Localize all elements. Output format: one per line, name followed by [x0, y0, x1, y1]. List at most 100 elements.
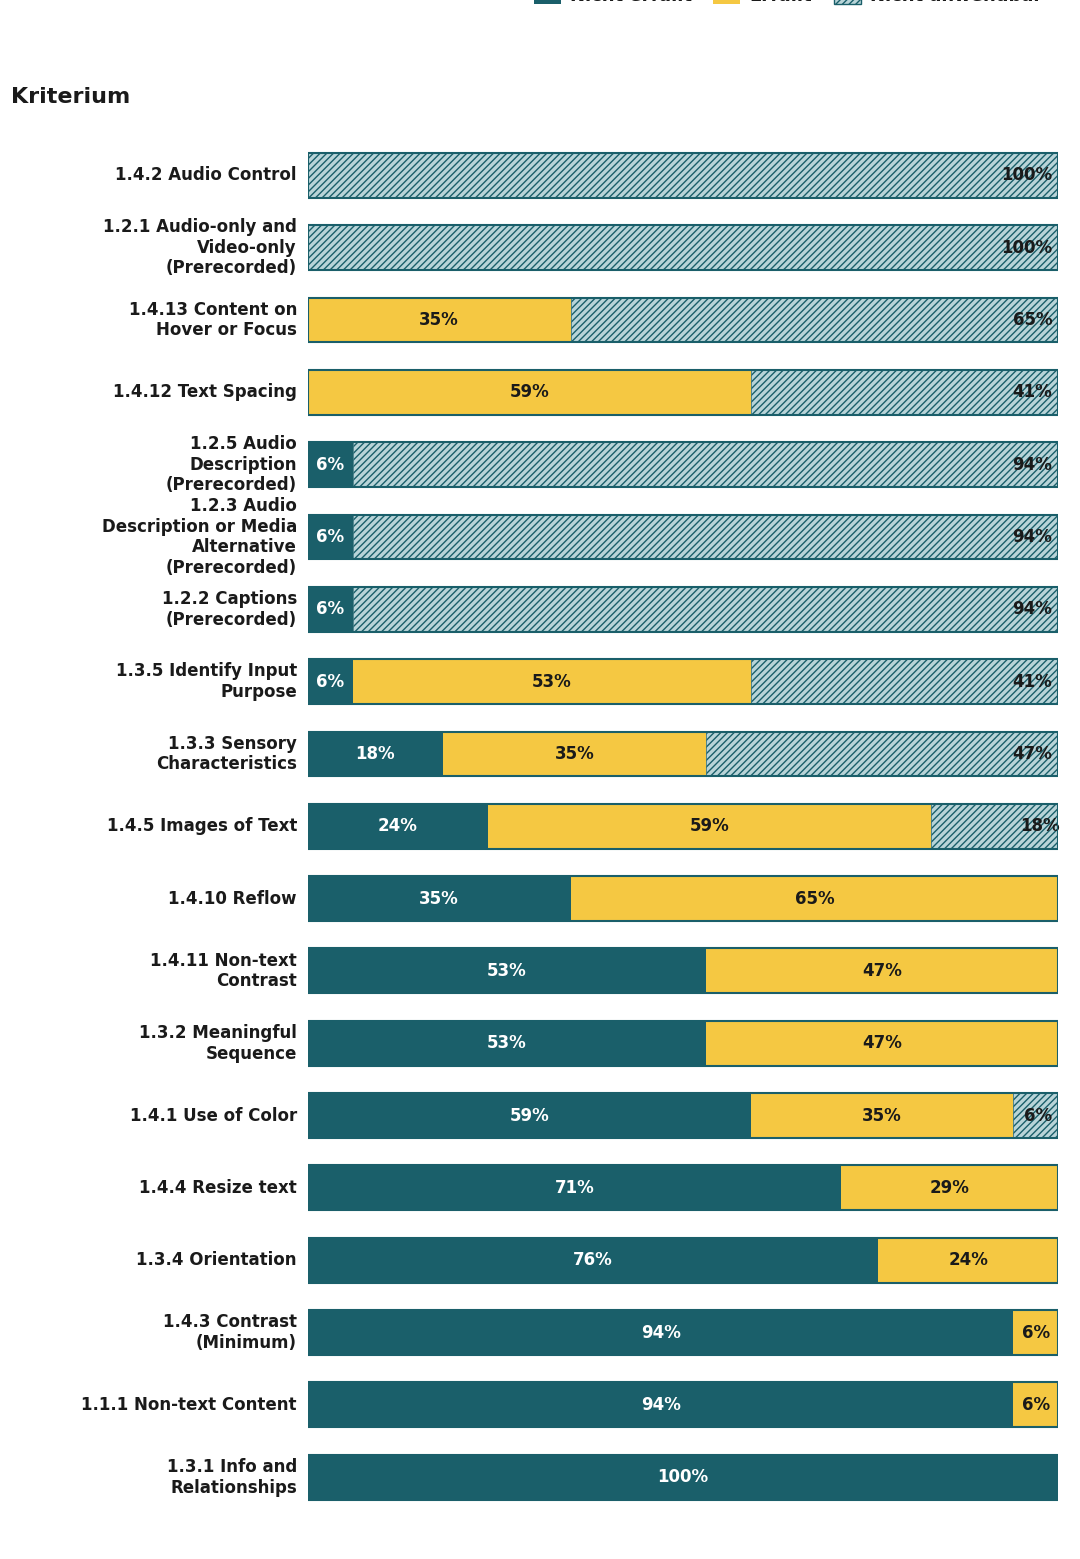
Text: 6%: 6%: [1022, 1324, 1050, 1342]
Text: 94%: 94%: [1013, 529, 1052, 546]
Text: 1.2.1 Audio-only and
Video-only
(Prerecorded): 1.2.1 Audio-only and Video-only (Prereco…: [103, 218, 297, 278]
Text: 100%: 100%: [1001, 239, 1052, 257]
Bar: [308, 443, 1058, 486]
Bar: [308, 586, 353, 631]
Bar: [308, 1310, 1058, 1355]
Bar: [308, 948, 705, 993]
Bar: [840, 1166, 1058, 1210]
Text: Kriterium: Kriterium: [11, 87, 130, 108]
Bar: [308, 804, 488, 848]
Text: 6%: 6%: [1024, 1107, 1052, 1124]
Bar: [308, 1455, 1058, 1500]
Text: 35%: 35%: [862, 1107, 902, 1124]
Bar: [308, 731, 1058, 776]
Bar: [751, 1093, 1013, 1138]
Text: 94%: 94%: [1013, 600, 1052, 619]
Text: 24%: 24%: [378, 817, 418, 836]
Bar: [308, 224, 1058, 270]
Bar: [353, 514, 1058, 560]
Bar: [308, 1238, 1058, 1283]
Bar: [308, 876, 570, 921]
Bar: [931, 804, 1066, 848]
Bar: [308, 1310, 1013, 1355]
Text: 6%: 6%: [316, 455, 345, 474]
Bar: [705, 731, 1058, 776]
Bar: [308, 1166, 840, 1210]
Bar: [308, 1383, 1013, 1428]
Text: 1.2.5 Audio
Description
(Prerecorded): 1.2.5 Audio Description (Prerecorded): [166, 435, 297, 494]
Bar: [308, 659, 1058, 705]
Text: 100%: 100%: [658, 1469, 708, 1486]
Text: 1.1.1 Non-text Content: 1.1.1 Non-text Content: [81, 1395, 297, 1414]
Bar: [1013, 1310, 1058, 1355]
Text: 35%: 35%: [554, 745, 594, 762]
Text: 41%: 41%: [1013, 672, 1052, 691]
Text: 35%: 35%: [419, 890, 459, 907]
Bar: [353, 659, 751, 705]
Bar: [308, 1166, 1058, 1210]
Text: 47%: 47%: [862, 962, 902, 981]
Bar: [308, 586, 1058, 631]
Text: 100%: 100%: [1001, 167, 1052, 184]
Text: 6%: 6%: [316, 600, 345, 619]
Text: 1.4.1 Use of Color: 1.4.1 Use of Color: [130, 1107, 297, 1124]
Text: 1.4.13 Content on
Hover or Focus: 1.4.13 Content on Hover or Focus: [129, 301, 297, 340]
Bar: [308, 369, 1058, 415]
Bar: [308, 1021, 705, 1066]
Bar: [308, 1383, 1058, 1428]
Bar: [878, 1238, 1058, 1283]
Bar: [751, 369, 1058, 415]
Bar: [705, 1021, 1058, 1066]
Text: 1.4.5 Images of Text: 1.4.5 Images of Text: [107, 817, 297, 836]
Bar: [308, 369, 751, 415]
Bar: [308, 514, 1058, 560]
Bar: [1013, 1383, 1058, 1428]
Bar: [705, 948, 1058, 993]
Bar: [308, 1093, 751, 1138]
Text: 1.4.4 Resize text: 1.4.4 Resize text: [139, 1179, 297, 1197]
Bar: [308, 298, 570, 343]
Bar: [751, 659, 1058, 705]
Bar: [308, 514, 353, 560]
Text: 47%: 47%: [862, 1034, 902, 1052]
Text: 35%: 35%: [419, 310, 459, 329]
Bar: [308, 153, 1058, 198]
Text: 6%: 6%: [1022, 1395, 1050, 1414]
Text: 59%: 59%: [689, 817, 729, 836]
Text: 53%: 53%: [531, 672, 571, 691]
Text: 94%: 94%: [640, 1324, 680, 1342]
Text: 1.4.3 Contrast
(Minimum): 1.4.3 Contrast (Minimum): [163, 1313, 297, 1352]
Bar: [353, 443, 1058, 486]
Legend: Nicht erfüllt, Erfüllt, Nicht anwendbar: Nicht erfüllt, Erfüllt, Nicht anwendbar: [526, 0, 1050, 12]
Text: 1.3.1 Info and
Relationships: 1.3.1 Info and Relationships: [166, 1458, 297, 1497]
Bar: [308, 731, 443, 776]
Text: 76%: 76%: [573, 1252, 613, 1269]
Bar: [308, 804, 1058, 848]
Bar: [308, 948, 1058, 993]
Bar: [488, 804, 931, 848]
Text: 24%: 24%: [948, 1252, 988, 1269]
Bar: [308, 298, 1058, 343]
Bar: [308, 876, 1058, 921]
Text: 41%: 41%: [1013, 384, 1052, 401]
Bar: [308, 1021, 1058, 1066]
Text: 1.2.3 Audio
Description or Media
Alternative
(Prerecorded): 1.2.3 Audio Description or Media Alterna…: [102, 497, 297, 577]
Bar: [308, 153, 1058, 198]
Text: 65%: 65%: [795, 890, 834, 907]
Text: 59%: 59%: [510, 1107, 549, 1124]
Bar: [308, 224, 1058, 270]
Text: 1.4.10 Reflow: 1.4.10 Reflow: [168, 890, 297, 907]
Text: 1.4.2 Audio Control: 1.4.2 Audio Control: [116, 167, 297, 184]
Text: 18%: 18%: [1021, 817, 1059, 836]
Text: 1.3.5 Identify Input
Purpose: 1.3.5 Identify Input Purpose: [116, 663, 297, 702]
Text: 1.4.12 Text Spacing: 1.4.12 Text Spacing: [113, 384, 297, 401]
Bar: [308, 443, 353, 486]
Text: 59%: 59%: [510, 384, 549, 401]
Bar: [308, 1238, 878, 1283]
Bar: [353, 586, 1058, 631]
Text: 94%: 94%: [1013, 455, 1052, 474]
Text: 94%: 94%: [640, 1395, 680, 1414]
Text: 53%: 53%: [487, 1034, 527, 1052]
Bar: [308, 659, 353, 705]
Bar: [308, 1455, 1058, 1500]
